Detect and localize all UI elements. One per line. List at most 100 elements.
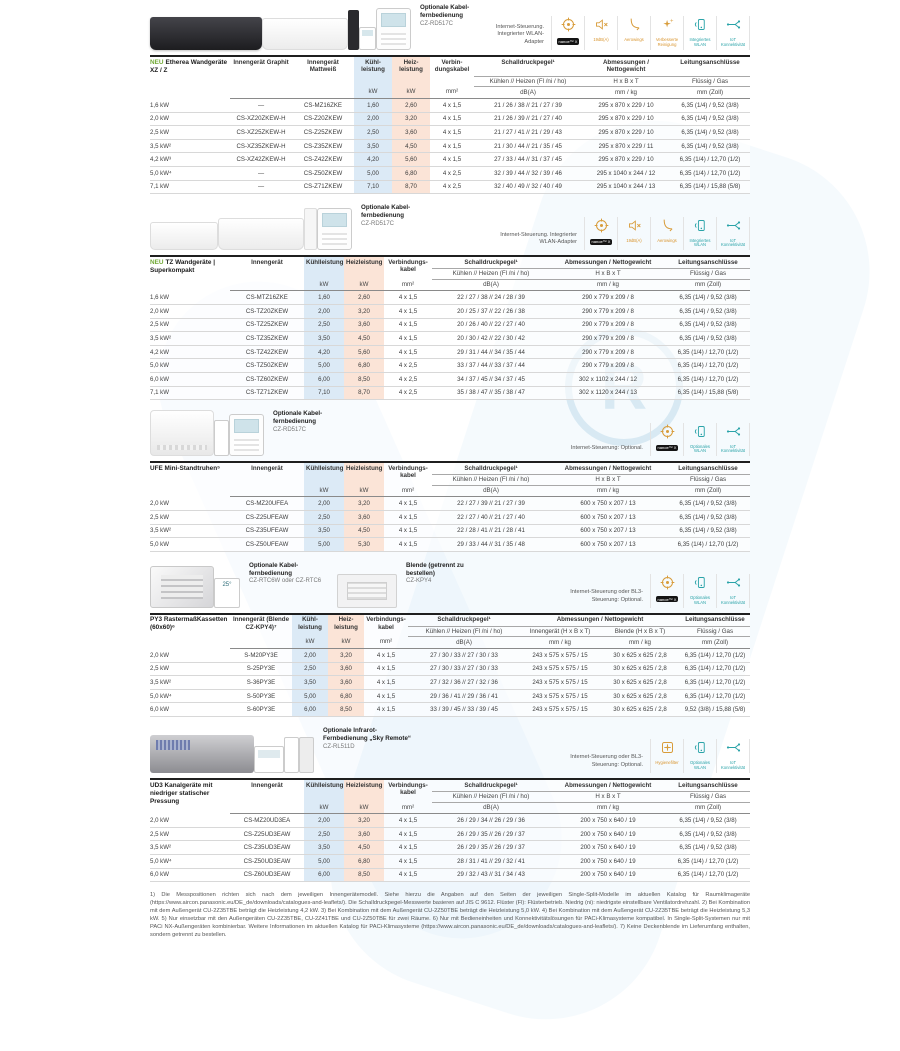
spec-row: 2,0 kW CS-MZ20UFEA 2,00 3,20 4 x 1,5 22 / 27 … bbox=[150, 496, 750, 511]
spec-cell: 3,20 bbox=[344, 496, 384, 511]
spec-cell: 8,50 bbox=[344, 868, 384, 883]
thermostat-remote-image: 25° bbox=[214, 577, 240, 608]
spec-cell: 295 x 870 x 229 / 10 bbox=[582, 98, 670, 113]
spec-cell: 3,60 bbox=[328, 662, 364, 677]
iot-connectivity-icon: IoT Konnektivität bbox=[716, 739, 750, 773]
spec-cell: 5,00 bbox=[354, 166, 392, 181]
icon-caption: Hygienefilter bbox=[655, 760, 679, 766]
feature-icons: nanoe™ X Optionales WLAN IoT Konnektivität bbox=[650, 422, 750, 457]
column-header: Blende (H x B x T) bbox=[600, 626, 681, 638]
media-row: Optionale Infrarot-Fernbedienung „Sky Re… bbox=[150, 727, 750, 773]
spec-cell: 4 x 2,5 bbox=[430, 180, 474, 195]
spec-row: 5,0 kW⁴ CS-Z50UD3EAW 5,00 6,80 4 x 1,5 28 / 3… bbox=[150, 854, 750, 869]
accessory-note: Optionale Kabel­fernbedienung CZ-RD517C bbox=[361, 204, 449, 228]
spec-cell: 1,60 bbox=[304, 290, 344, 305]
accessory-note: Optionale Kabel­fernbedienung CZ-RD517C bbox=[273, 410, 361, 434]
spec-cell: 29 / 32 / 43 // 31 / 34 / 43 bbox=[432, 868, 550, 883]
capacity-cell: 6,0 kW bbox=[150, 868, 230, 883]
table-title: NEU TZ Wand­geräte | Super­kompakt bbox=[150, 256, 230, 291]
column-header: Leitungsanschlüsse bbox=[666, 779, 750, 792]
spec-cell: 6,35 (1/4) / 15,88 (5/8) bbox=[666, 386, 750, 401]
column-header: Leitungsanschlüsse bbox=[680, 613, 751, 627]
spec-table-ufe: UFE Mini-Stand­truhen⁵ Innengerät Kühlleis… bbox=[150, 461, 750, 552]
spec-cell: 200 x 750 x 640 / 19 bbox=[550, 840, 666, 856]
aerowings-icon bbox=[660, 218, 675, 238]
product-section-py3: 25° Optionale Kabel­fernbedienung CZ-RTC6W… bbox=[150, 562, 751, 717]
spec-cell: 6,35 (1/4) / 12,70 (1/2) bbox=[666, 868, 750, 883]
spec-row: 4,2 kW³ CS-XZ42ZKEW-H CS-Z42ZKEW 4,20 5,60 4 … bbox=[150, 152, 750, 167]
icon-caption: IoT Konnektivität bbox=[721, 237, 745, 248]
iot-connectivity-icon bbox=[726, 740, 741, 760]
iot-connectivity-icon bbox=[726, 575, 741, 595]
spec-cell: 4 x 1,5 bbox=[384, 537, 432, 552]
spec-cell: 2,60 bbox=[392, 98, 430, 113]
spec-cell: 290 x 779 x 209 / 8 bbox=[550, 318, 666, 333]
spec-cell: 5,00 bbox=[304, 358, 344, 373]
cleaning-icon bbox=[660, 17, 675, 37]
column-header: Verbindungs-kabel bbox=[388, 464, 428, 480]
column-header: Heiz-leistung bbox=[328, 613, 364, 637]
column-header: Innengerät bbox=[251, 781, 283, 789]
spec-cell: CS-Z25UFEAW bbox=[230, 510, 304, 525]
column-header: Heizleistung bbox=[344, 256, 384, 280]
column-header: H x B x T bbox=[550, 268, 666, 280]
table-title: UD3 Kanalgeräte mit niedriger statischer… bbox=[150, 779, 230, 814]
spec-cell: 20 / 30 / 42 // 22 / 30 / 42 bbox=[432, 331, 550, 346]
spec-cell: 6,35 (1/4) / 12,70 (1/2) bbox=[670, 152, 750, 167]
column-header: mm (Zoll) bbox=[666, 279, 750, 292]
iot-connectivity-icon bbox=[726, 424, 741, 444]
icon-caption: Aerowings bbox=[657, 237, 677, 243]
spec-cell: CS-Z35UD3EAW bbox=[230, 840, 304, 856]
capacity-cell: 2,5 kW bbox=[150, 662, 230, 677]
nanoe-x-icon: nanoe™ X bbox=[650, 422, 683, 457]
media-row: Optionale Kabel­fernbedienung CZ-RD517C In… bbox=[150, 410, 750, 457]
spec-table-tz: NEU TZ Wand­geräte | Super­kompakt Innenge… bbox=[150, 255, 750, 401]
spec-cell: CS-XZ20ZKEW-H bbox=[230, 112, 292, 127]
spec-cell: 9,52 (3/8) / 15,88 (5/8) bbox=[680, 702, 751, 717]
spec-cell: 5,60 bbox=[344, 345, 384, 360]
capacity-cell: 4,2 kW bbox=[150, 345, 230, 360]
spec-cell: 6,35 (1/4) / 12,70 (1/2) bbox=[680, 648, 751, 663]
spec-cell: CS-Z20ZKEW bbox=[292, 112, 354, 127]
spec-cell: 30 x 625 x 625 / 2,8 bbox=[600, 648, 681, 663]
spec-cell: 243 x 575 x 575 / 15 bbox=[520, 662, 600, 677]
spec-row: 5,0 kW CS-TZ50ZKEW 5,00 6,80 4 x 2,5 33 / 37 … bbox=[150, 358, 750, 373]
column-header: kW bbox=[304, 485, 344, 498]
column-header: Leitungsanschlüsse bbox=[666, 256, 750, 269]
spec-cell: 2,50 bbox=[304, 827, 344, 842]
column-header: H x B x T bbox=[582, 76, 670, 88]
spec-cell: CS-Z50ZKEW bbox=[292, 166, 354, 181]
spec-cell: 3,20 bbox=[392, 112, 430, 127]
capacity-cell: 7,1 kW bbox=[150, 180, 230, 195]
spec-row: 5,0 kW⁴ — CS-Z50ZKEW 5,00 6,80 4 x 2,5 32 / 39… bbox=[150, 166, 750, 181]
icon-caption: IoT Konnektivität bbox=[721, 443, 745, 454]
table-title-text: UD3 Kanalgeräte mit niedriger statischer… bbox=[150, 781, 213, 805]
capacity-cell: 6,0 kW bbox=[150, 702, 230, 717]
spec-cell: 6,00 bbox=[304, 372, 344, 387]
capacity-cell: 3,5 kW² bbox=[150, 675, 230, 690]
spec-cell: 29 / 33 / 44 // 31 / 35 / 48 bbox=[432, 537, 550, 552]
product-section-ufe: Optionale Kabel­fernbedienung CZ-RD517C In… bbox=[150, 410, 750, 552]
column-header: Flüssig / Gas bbox=[670, 76, 750, 88]
spec-cell: 4 x 1,5 bbox=[364, 662, 408, 677]
spec-cell: S-M20PY3E bbox=[230, 648, 292, 663]
column-header bbox=[230, 279, 304, 292]
spec-cell: 30 x 625 x 625 / 2,8 bbox=[600, 702, 681, 717]
icon-caption: Optionales WLAN bbox=[689, 443, 711, 454]
column-header: Flüssig / Gas bbox=[666, 791, 750, 803]
spec-cell: 6,80 bbox=[328, 689, 364, 704]
spec-cell: — bbox=[230, 166, 292, 181]
spec-cell: CS-TZ50ZKEW bbox=[230, 358, 304, 373]
column-header bbox=[230, 636, 292, 650]
nanoe-x-icon: nanoe™ X bbox=[650, 574, 683, 608]
capacity-cell: 5,0 kW⁴ bbox=[150, 166, 230, 181]
column-header: Kühlleistung bbox=[304, 779, 344, 802]
nanoe-x-icon bbox=[660, 424, 675, 444]
column-header bbox=[230, 485, 304, 498]
column-header: kW bbox=[344, 485, 384, 498]
spec-row: 6,0 kW CS-TZ60ZKEW 6,00 8,50 4 x 2,5 34 / 37 … bbox=[150, 372, 750, 387]
capacity-cell: 2,0 kW bbox=[150, 648, 230, 663]
capacity-cell: 2,5 kW bbox=[150, 510, 230, 525]
spec-cell: 8,70 bbox=[392, 180, 430, 195]
iot-connectivity-icon bbox=[726, 17, 741, 37]
